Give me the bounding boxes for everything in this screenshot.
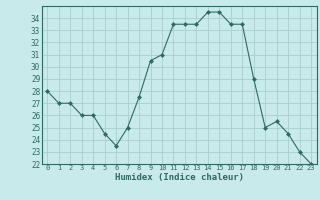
X-axis label: Humidex (Indice chaleur): Humidex (Indice chaleur) (115, 173, 244, 182)
